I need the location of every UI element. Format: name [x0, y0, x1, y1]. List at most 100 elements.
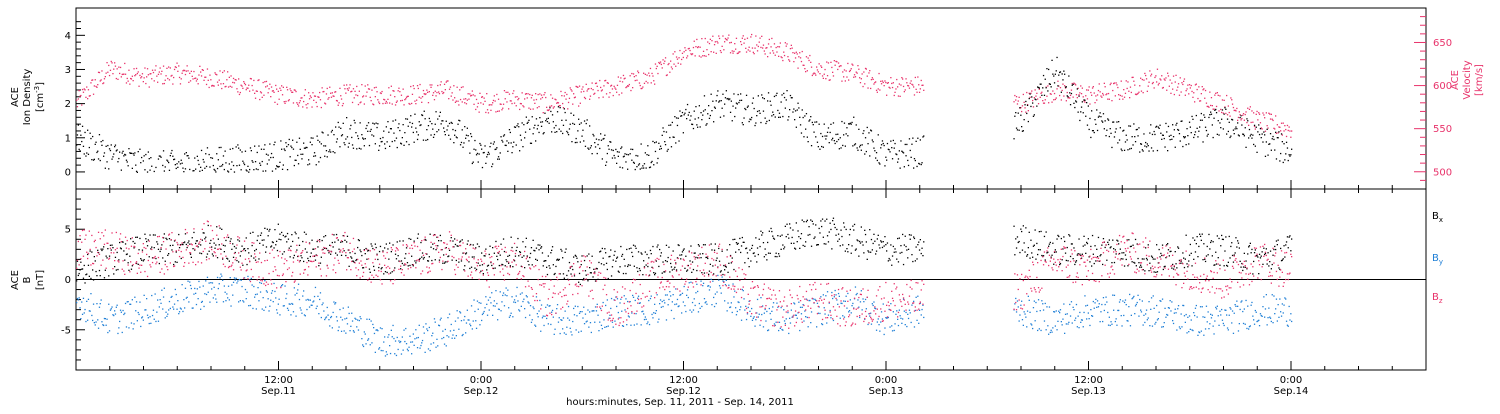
- density-point: [1108, 120, 1109, 121]
- velocity-point: [882, 80, 883, 81]
- bx-point: [811, 246, 812, 247]
- density-point: [1146, 146, 1147, 147]
- by-point: [538, 316, 539, 317]
- velocity-point: [190, 80, 191, 81]
- bx-point: [1257, 256, 1258, 257]
- velocity-point: [1022, 105, 1023, 106]
- by-point: [458, 329, 459, 330]
- density-point: [1211, 114, 1212, 115]
- density-point: [82, 126, 83, 127]
- density-point: [473, 149, 474, 150]
- density-point: [424, 111, 425, 112]
- velocity-point: [749, 47, 750, 48]
- bx-point: [516, 250, 517, 251]
- by-point: [501, 301, 502, 302]
- x-tick-label-time: 0:00: [470, 375, 492, 386]
- by-point: [441, 338, 442, 339]
- velocity-point: [1205, 90, 1206, 91]
- by-point: [508, 307, 509, 308]
- by-point: [587, 321, 588, 322]
- by-point: [693, 309, 694, 310]
- density-point: [731, 101, 732, 102]
- density-point: [435, 124, 436, 125]
- velocity-point: [1099, 83, 1100, 84]
- velocity-point: [360, 101, 361, 102]
- bx-point: [897, 238, 898, 239]
- density-point: [209, 154, 210, 155]
- by-point: [314, 296, 315, 297]
- velocity-point: [111, 61, 112, 62]
- bx-point: [624, 259, 625, 260]
- bx-point: [319, 239, 320, 240]
- density-point: [1273, 139, 1274, 140]
- velocity-point: [188, 82, 189, 83]
- by-point: [206, 294, 207, 295]
- velocity-point: [1191, 91, 1192, 92]
- bx-point: [428, 260, 429, 261]
- velocity-point: [1014, 95, 1015, 96]
- density-point: [1055, 74, 1056, 75]
- bx-point: [138, 249, 139, 250]
- density-point: [705, 125, 706, 126]
- density-point: [1153, 150, 1154, 151]
- density-point: [624, 153, 625, 154]
- density-point: [333, 151, 334, 152]
- density-point: [688, 114, 689, 115]
- by-point: [726, 280, 727, 281]
- density-point: [1135, 141, 1136, 142]
- velocity-point: [286, 87, 287, 88]
- velocity-point: [1095, 95, 1096, 96]
- density-point: [618, 156, 619, 157]
- bx-point: [350, 256, 351, 257]
- velocity-point: [251, 78, 252, 79]
- velocity-point: [796, 52, 797, 53]
- bx-point: [1156, 244, 1157, 245]
- by-point: [665, 294, 666, 295]
- bx-point: [851, 253, 852, 254]
- by-point: [157, 299, 158, 300]
- by-point: [656, 310, 657, 311]
- bx-point: [437, 245, 438, 246]
- by-point: [682, 293, 683, 294]
- density-point: [1158, 127, 1159, 128]
- bx-point: [1184, 267, 1185, 268]
- density-point: [442, 120, 443, 121]
- velocity-point: [1267, 127, 1268, 128]
- bx-point: [229, 261, 230, 262]
- density-point: [1165, 123, 1166, 124]
- by-point: [209, 282, 210, 283]
- velocity-point: [1183, 81, 1184, 82]
- bx-point: [389, 243, 390, 244]
- bx-point: [833, 218, 834, 219]
- bx-point: [708, 274, 709, 275]
- velocity-point: [1170, 79, 1171, 80]
- velocity-point: [308, 92, 309, 93]
- bx-point: [760, 231, 761, 232]
- bx-point: [115, 257, 116, 258]
- by-point: [533, 306, 534, 307]
- by-point: [347, 323, 348, 324]
- velocity-point: [1216, 106, 1217, 107]
- bx-point: [1024, 251, 1025, 252]
- by-point: [143, 320, 144, 321]
- bx-point: [386, 243, 387, 244]
- bx-point: [592, 276, 593, 277]
- velocity-point: [209, 75, 210, 76]
- density-point: [1260, 128, 1261, 129]
- by-point: [676, 303, 677, 304]
- velocity-point: [374, 87, 375, 88]
- velocity-point: [808, 60, 809, 61]
- by-point: [360, 318, 361, 319]
- velocity-point: [460, 99, 461, 100]
- density-point: [687, 104, 688, 105]
- bx-point: [600, 251, 601, 252]
- density-point: [1207, 135, 1208, 136]
- by-point: [117, 305, 118, 306]
- by-point: [494, 300, 495, 301]
- by-point: [421, 342, 422, 343]
- velocity-point: [115, 66, 116, 67]
- velocity-point: [357, 95, 358, 96]
- density-point: [108, 168, 109, 169]
- bx-point: [635, 246, 636, 247]
